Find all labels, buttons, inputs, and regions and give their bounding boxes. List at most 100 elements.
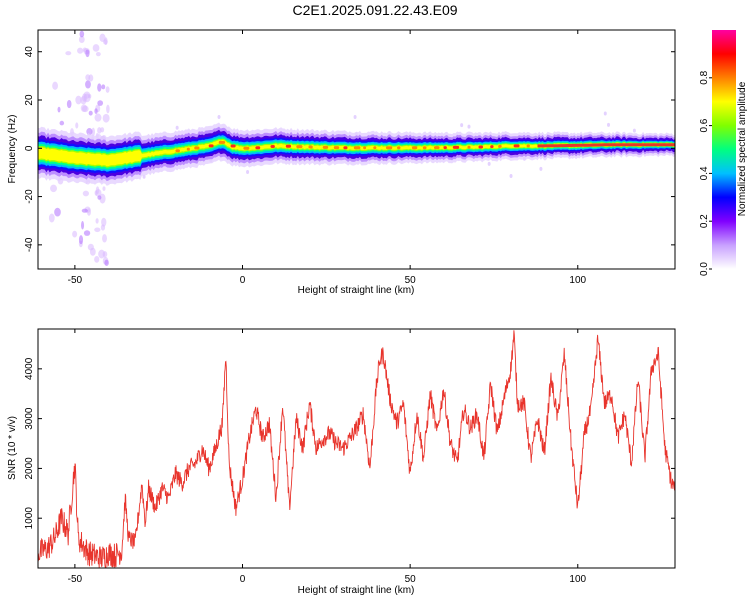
y-tick-label: 40 [24,46,35,58]
spectral-noise-speck [81,221,85,230]
spectral-peak [490,145,494,149]
spectral-noise-speck [101,84,106,90]
spectrogram-frame [37,29,676,270]
x-tick-label: -50 [68,275,83,286]
spectral-peak [255,146,261,150]
spectral-peak [513,144,520,148]
y-tick-label: -40 [24,237,35,252]
snr-panel: -50 0 50 100 1000 2000 3000 4000 Height of str… [7,328,676,596]
colorbar-tick-label: 0.6 [699,118,710,132]
spectral-noise-speck [467,124,471,129]
spectral-noise-speck [98,249,106,259]
spectral-noise-speck [175,125,179,130]
spectral-peak [526,144,530,148]
snr-x-axis-label: Height of straight line (km) [298,585,415,596]
spectral-peak [270,144,275,148]
snr-plot-area [38,329,675,568]
spectral-noise-speck [95,52,101,57]
colorbar-tick-label: 0.2 [699,214,710,228]
spectral-peak [433,146,440,150]
snr-x-ticks: -50 0 50 100 [68,329,587,585]
spectral-noise-speck [487,161,491,166]
y-tick-label: 0 [24,145,35,151]
spectral-noise-speck [104,259,109,266]
spectral-noise-speck [94,256,100,263]
spectral-peak [208,144,214,148]
spectral-noise-speck [94,113,102,122]
spectral-noise-speck [95,186,100,194]
spectral-peak [333,146,340,150]
spectral-peak [467,145,471,149]
spectral-noise-speck [102,234,107,243]
spectral-noise-speck [72,230,78,238]
spectral-peak [373,146,377,150]
spectrogram-panel: -50 0 50 100 -40 -20 0 20 40 Height of straight… [7,29,676,296]
spectral-peak [218,140,226,144]
snr-line [38,330,675,568]
spectral-peak [397,146,401,150]
y-tick-label: 3000 [24,407,35,430]
y-tick-label: 4000 [24,357,35,380]
spectral-peak [385,146,393,150]
x-tick-label: 50 [405,275,417,286]
spectral-noise-speck [57,106,61,113]
spectral-noise-speck [86,208,91,216]
colorbar-gradient [712,30,736,269]
spectral-peak [175,149,180,153]
x-tick-label: -50 [68,574,83,585]
snr-frame [37,328,676,569]
spectral-peak [353,146,361,150]
x-tick-label: 100 [569,574,586,585]
spectral-noise-speck [106,104,110,114]
spectral-peak [411,146,418,150]
spectral-noise-speck [97,127,102,134]
spectral-peak [498,144,502,148]
spectral-peak [443,146,447,150]
x-tick-label: 0 [240,275,246,286]
spectral-noise-speck [92,44,100,52]
y-tick-label: 1000 [24,507,35,530]
spectral-noise-speck [94,227,101,233]
y-tick-label: 2000 [24,457,35,480]
spectral-noise-speck [77,47,84,54]
spectral-noise-speck [632,128,636,133]
spectral-noise-speck [88,110,93,116]
colorbar-tick-label: 0.4 [699,166,710,180]
spectral-peak [296,145,303,149]
spectral-noise-speck [81,93,87,102]
spectral-noise-speck [97,83,102,92]
colorbar-tick-label: 0.8 [699,70,710,84]
spectrogram-x-ticks: -50 0 50 100 [68,30,587,286]
spectral-ridge-line [537,143,675,148]
spectral-noise-speck [539,166,543,171]
x-tick-label: 100 [569,275,586,286]
spectral-peak [243,146,250,150]
spectral-noise-speck [460,123,464,128]
spectral-noise-speck [603,111,607,116]
spectral-noise-speck [102,186,106,191]
x-tick-label: 0 [240,574,246,585]
spectral-noise-speck [95,218,99,224]
spectral-noise-speck [75,122,79,129]
colorbar-label: Normalized spectral amplitude [737,81,748,216]
spectral-noise-speck [78,235,84,245]
spectral-noise-speck [97,100,104,106]
spectral-noise-speck [66,99,72,109]
spectral-noise-speck [79,30,85,38]
spectrogram-x-axis-label: Height of straight line (km) [298,285,415,296]
spectral-noise-speck [105,86,110,93]
spectral-noise-speck [81,208,88,213]
spectral-noise-speck [85,49,90,58]
spectral-peak [478,145,484,149]
spectral-noise-speck [91,127,96,137]
spectral-noise-speck [81,105,89,113]
spectral-noise-speck [86,128,93,136]
spectrogram-y-ticks: -40 -20 0 20 40 [24,46,675,252]
spectral-peak [363,146,367,150]
colorbar-tick-label: 0.0 [699,262,710,276]
spectral-noise-speck [83,230,91,236]
spectral-noise-speck [97,195,102,200]
spectral-noise-speck [217,114,221,119]
spectral-peak [186,147,190,151]
